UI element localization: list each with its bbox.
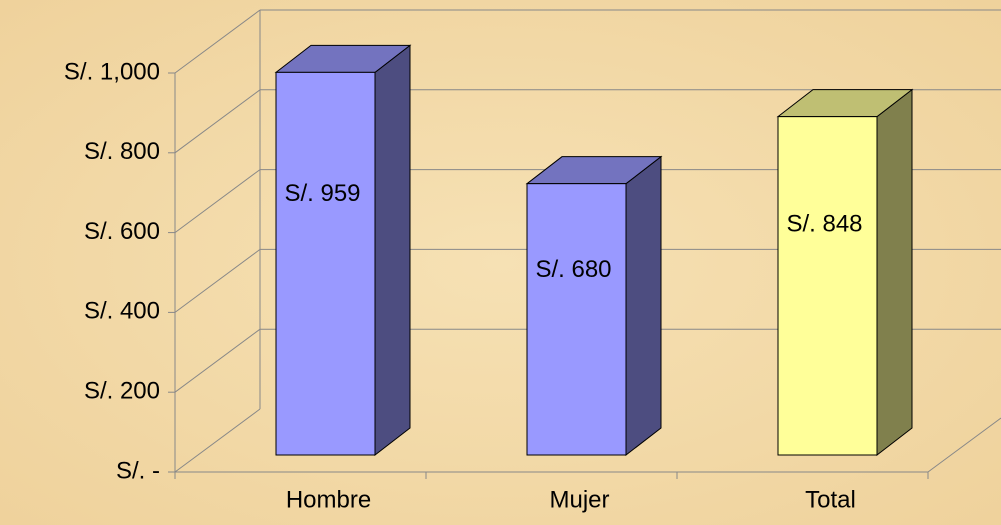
floor-edge (174, 408, 261, 473)
grid-line (174, 9, 261, 74)
x-tick-label: Total (805, 486, 856, 513)
y-tick-label: S/. 200 (84, 378, 160, 405)
data-label: S/. 848 (786, 210, 862, 237)
data-label: S/. 959 (284, 180, 360, 207)
x-tick-label: Mujer (549, 486, 609, 513)
grid-line (174, 248, 261, 313)
bar (275, 71, 376, 456)
y-tick-label: S/. 600 (84, 218, 160, 245)
bar-side (625, 155, 662, 457)
data-label: S/. 680 (535, 256, 611, 283)
y-tick-label: S/. 1,000 (64, 58, 160, 85)
x-tick-label: Hombre (286, 486, 371, 513)
bar (526, 183, 627, 456)
y-tick-label: S/. - (116, 457, 160, 484)
bar-side (876, 88, 913, 457)
bar-side (374, 44, 411, 457)
y-tick-label: S/. 400 (84, 298, 160, 325)
y-tick-label: S/. 800 (84, 138, 160, 165)
grid-line (174, 328, 261, 393)
grid-line (174, 89, 261, 154)
bar (777, 116, 878, 456)
floor-edge (927, 417, 1001, 473)
grid-line (174, 169, 261, 234)
